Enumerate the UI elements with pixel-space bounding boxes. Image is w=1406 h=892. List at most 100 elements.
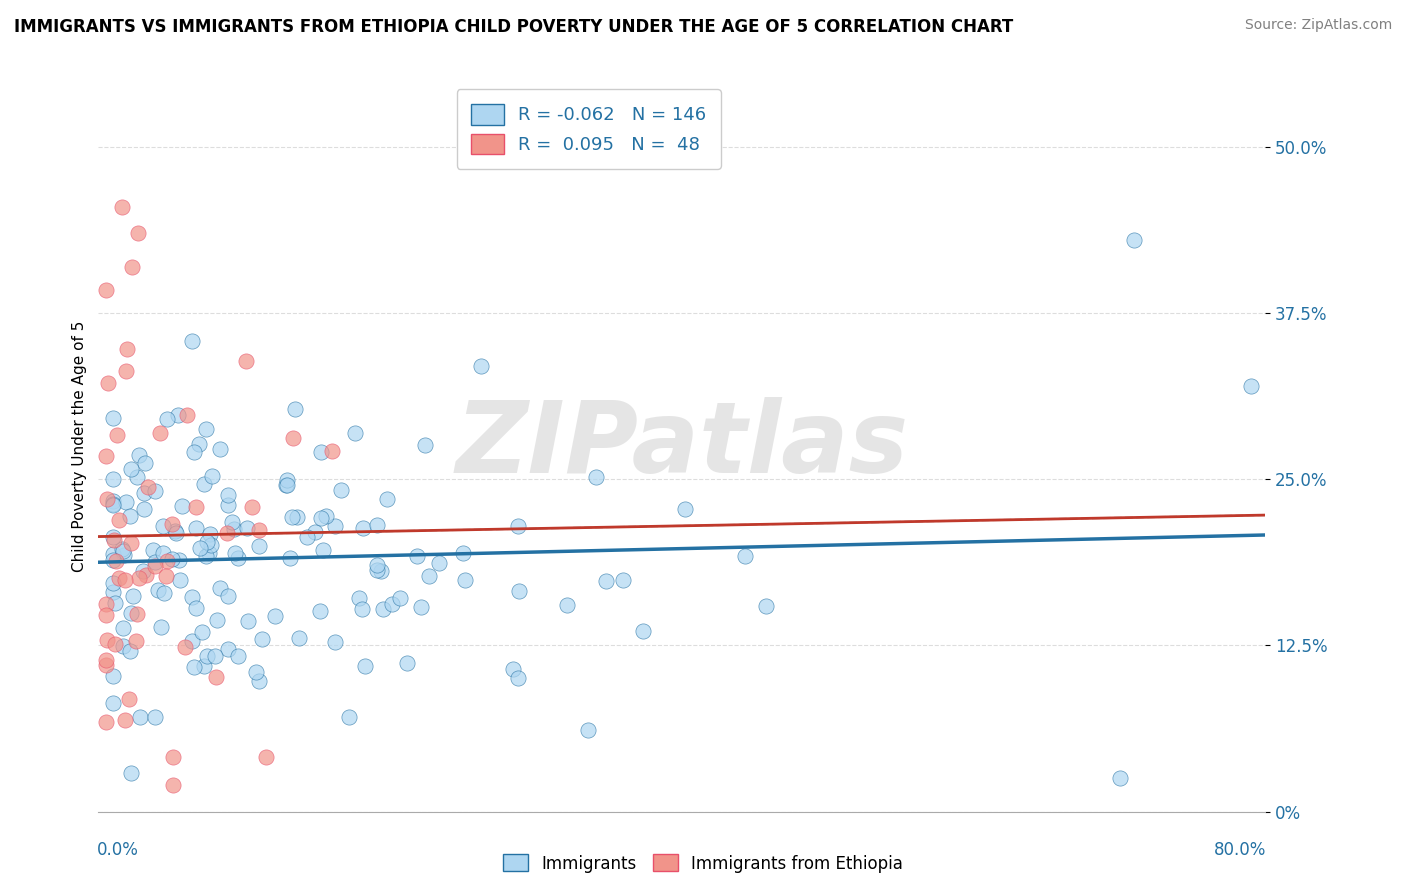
Point [160, 552, 183, 566]
Text: 80.0%: 80.0% [1215, 841, 1267, 859]
Point [94, 715, 117, 730]
Point [209, 581, 232, 595]
Point [143, 558, 166, 573]
Point [198, 546, 221, 560]
Point [143, 710, 166, 724]
Point [94, 653, 117, 667]
Point [120, 766, 142, 780]
Point [352, 521, 374, 535]
Point [94, 597, 117, 611]
Point [120, 606, 142, 620]
Point [195, 534, 218, 549]
Point [115, 495, 138, 509]
Point [409, 600, 432, 615]
Point [381, 597, 404, 611]
Point [118, 509, 141, 524]
Point [427, 556, 450, 570]
Point [165, 525, 187, 540]
Point [226, 551, 249, 566]
Point [321, 443, 343, 458]
Point [122, 589, 145, 603]
Point [108, 571, 131, 585]
Point [112, 548, 135, 562]
Point [169, 574, 191, 588]
Point [101, 547, 124, 561]
Point [375, 491, 398, 506]
Point [366, 558, 388, 573]
Point [508, 519, 530, 533]
Point [734, 549, 756, 563]
Point [612, 573, 634, 587]
Point [101, 494, 124, 508]
Point [1108, 772, 1130, 786]
Point [181, 334, 204, 348]
Point [224, 546, 246, 560]
Point [101, 410, 124, 425]
Point [276, 478, 298, 492]
Point [134, 456, 156, 470]
Point [453, 546, 475, 560]
Point [125, 633, 148, 648]
Point [1240, 379, 1263, 393]
Point [349, 591, 371, 606]
Point [274, 478, 297, 492]
Point [281, 510, 304, 524]
Point [183, 659, 205, 673]
Point [94, 449, 117, 463]
Point [193, 659, 215, 673]
Point [115, 342, 138, 356]
Point [204, 648, 226, 663]
Point [101, 696, 124, 710]
Point [576, 723, 599, 737]
Point [254, 750, 277, 764]
Point [101, 553, 124, 567]
Point [308, 604, 330, 618]
Point [96, 633, 118, 648]
Point [184, 600, 207, 615]
Point [188, 436, 211, 450]
Point [205, 670, 228, 684]
Point [112, 544, 135, 558]
Point [101, 498, 124, 512]
Point [222, 522, 245, 536]
Legend: R = -0.062   N = 146, R =  0.095   N =  48: R = -0.062 N = 146, R = 0.095 N = 48 [457, 89, 720, 169]
Point [284, 401, 307, 416]
Point [755, 599, 778, 613]
Point [143, 555, 166, 569]
Point [337, 709, 360, 723]
Point [128, 448, 150, 462]
Point [508, 584, 530, 599]
Point [325, 519, 347, 533]
Point [193, 477, 215, 491]
Point [97, 376, 120, 391]
Point [595, 574, 617, 588]
Point [217, 589, 239, 603]
Point [101, 669, 124, 683]
Point [221, 515, 243, 529]
Point [288, 631, 311, 645]
Point [247, 524, 270, 538]
Point [125, 470, 148, 484]
Point [129, 709, 152, 723]
Point [128, 571, 150, 585]
Point [205, 613, 228, 627]
Point [287, 509, 309, 524]
Point [555, 598, 578, 612]
Point [395, 657, 418, 671]
Point [366, 518, 388, 533]
Point [132, 564, 155, 578]
Point [195, 648, 218, 663]
Point [388, 591, 411, 605]
Point [153, 586, 176, 600]
Point [181, 591, 204, 605]
Point [1123, 233, 1146, 247]
Point [162, 517, 184, 532]
Point [172, 499, 194, 513]
Point [121, 260, 143, 275]
Point [330, 483, 353, 497]
Point [252, 632, 274, 646]
Point [470, 359, 492, 374]
Point [226, 648, 249, 663]
Point [96, 492, 118, 507]
Point [631, 624, 654, 638]
